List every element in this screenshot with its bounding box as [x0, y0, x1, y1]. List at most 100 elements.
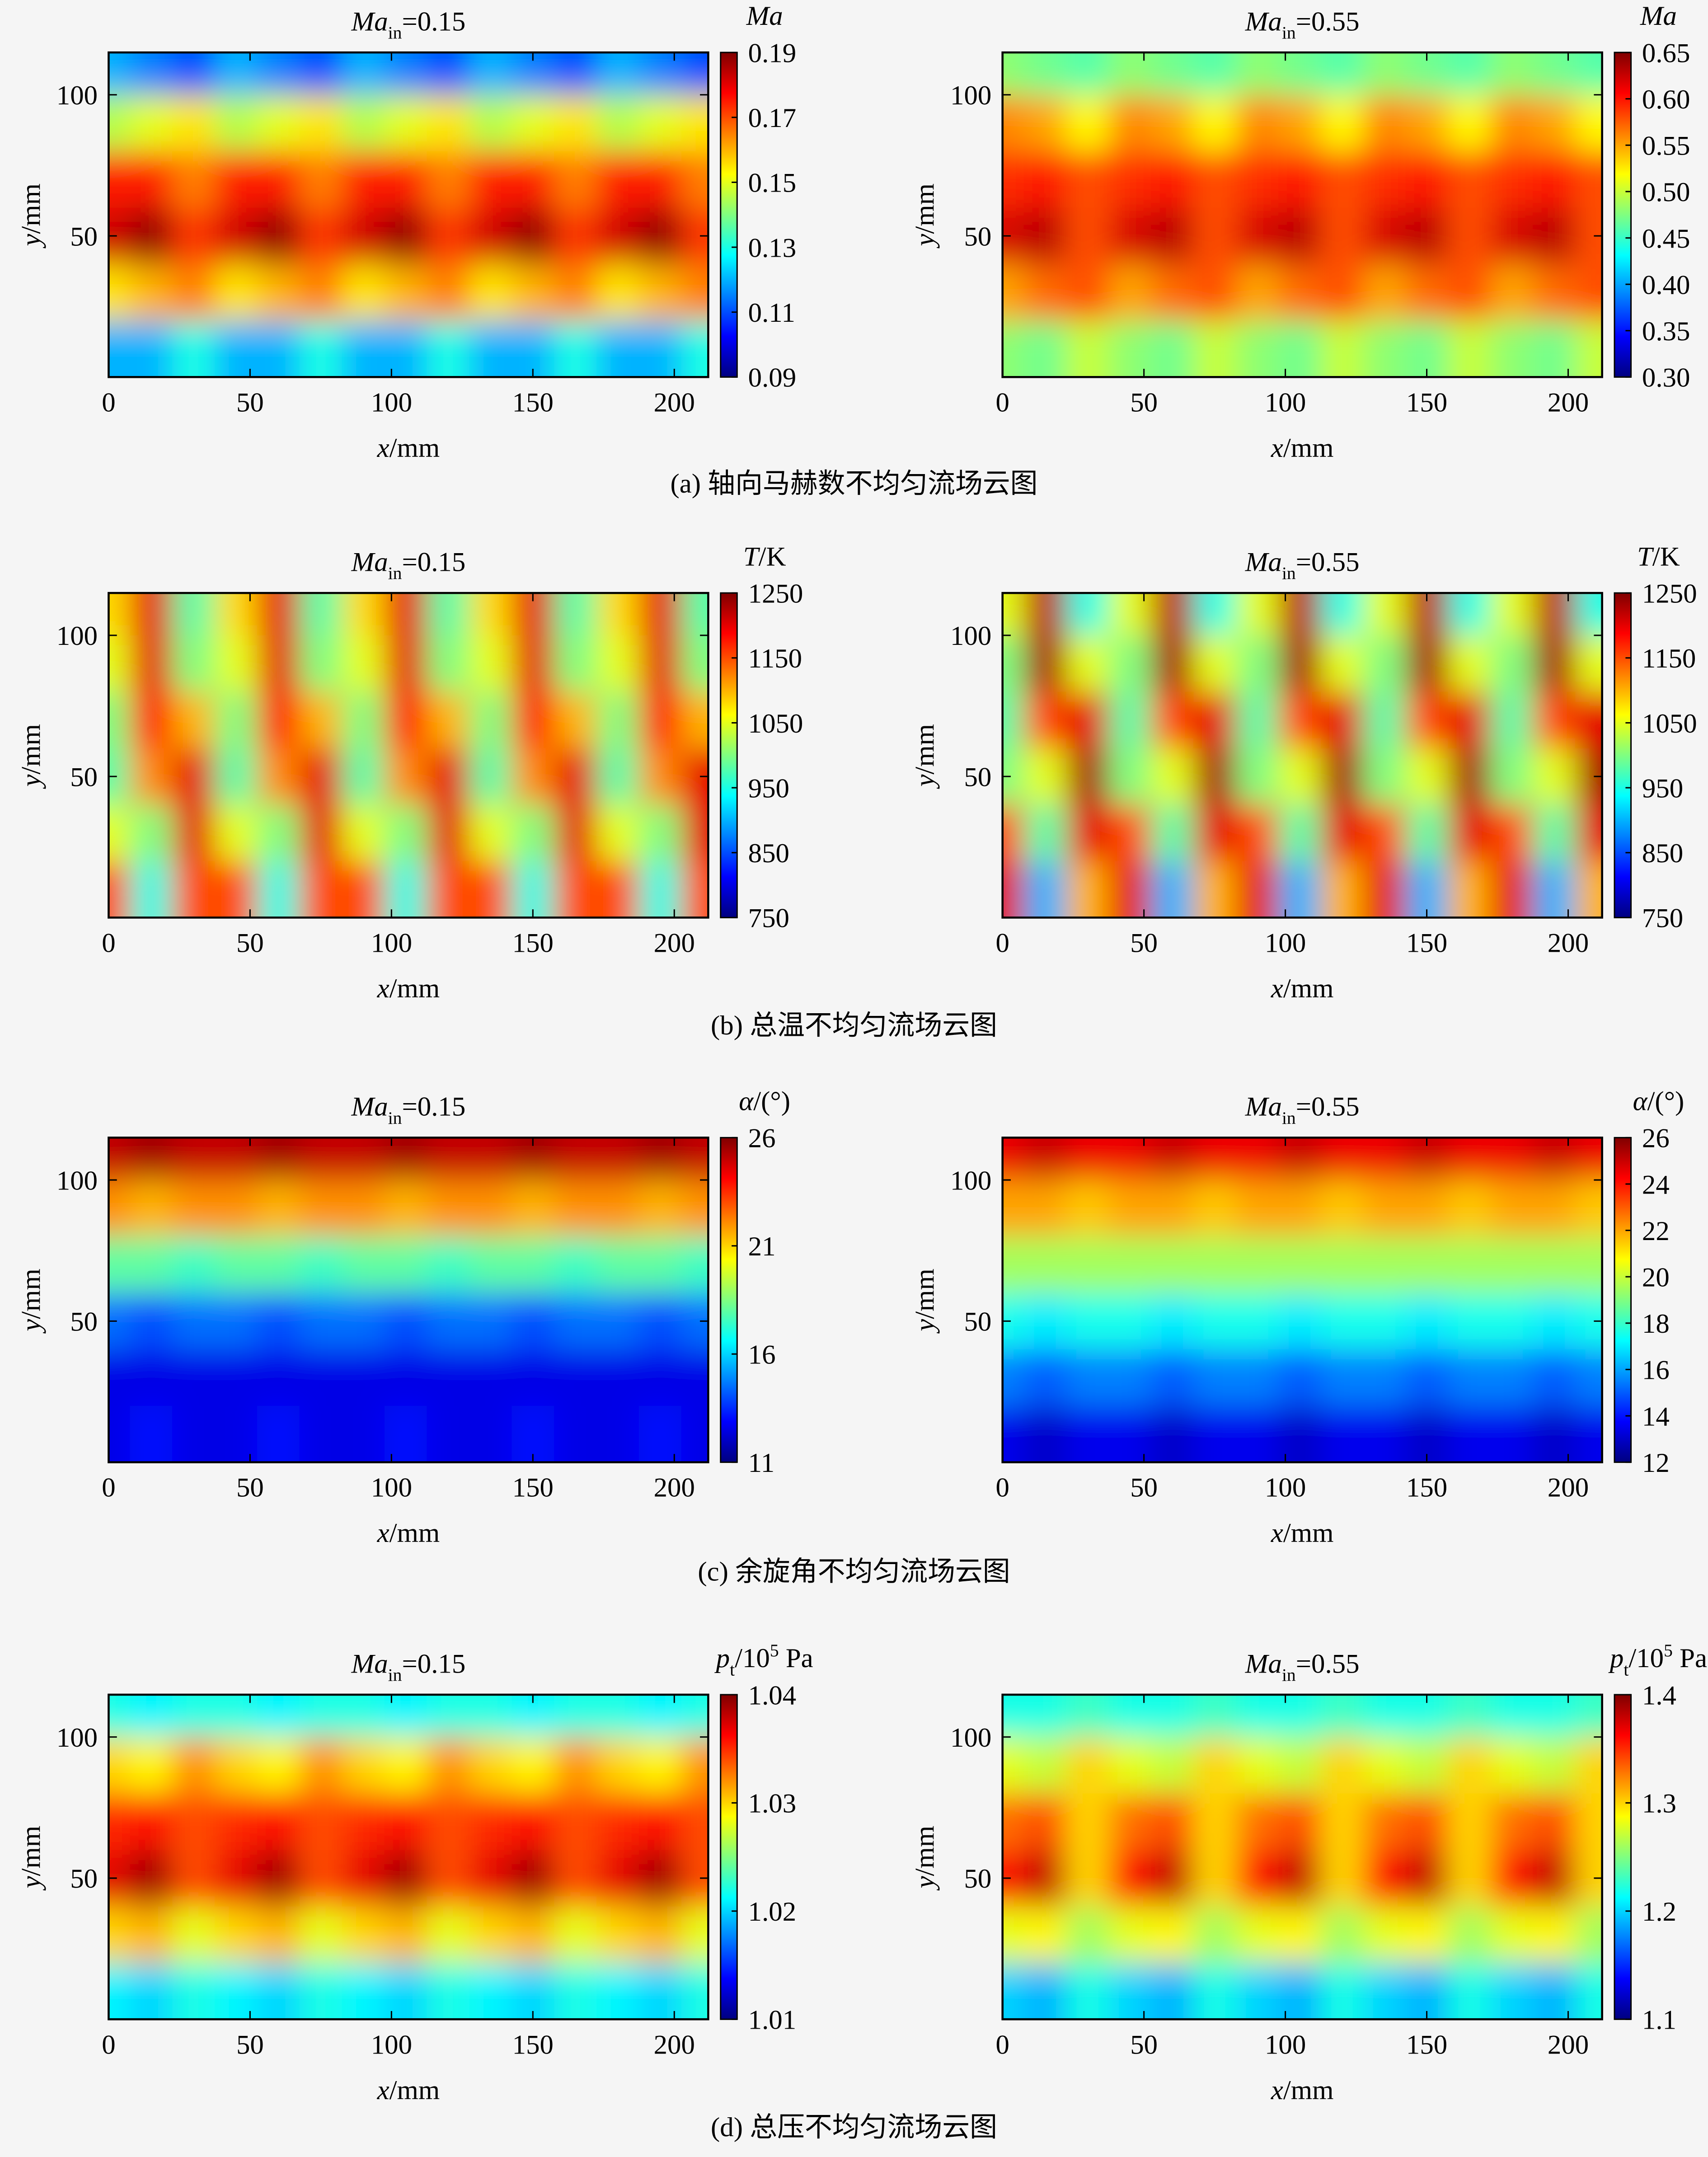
field-cell	[384, 1349, 428, 1407]
field-cell	[1448, 804, 1492, 863]
field-cell	[1533, 635, 1577, 693]
field-cell	[596, 1292, 641, 1351]
field-cell	[130, 691, 174, 750]
field-cell	[1151, 1793, 1195, 1852]
y-tick-label: 50	[70, 1864, 98, 1894]
field-cell	[554, 52, 598, 96]
field-cell	[108, 1405, 131, 1462]
field-cell	[596, 1180, 641, 1238]
field-cell	[172, 1963, 216, 2020]
field-cell	[1363, 1850, 1407, 1908]
field-cell	[342, 593, 386, 637]
field-cell	[511, 151, 556, 209]
field-cell	[1320, 635, 1365, 693]
chart-title: Main=0.15	[351, 6, 466, 42]
field-cell	[1278, 635, 1322, 693]
plot-area	[1002, 1694, 1602, 2020]
field-cell	[1002, 593, 1025, 637]
field-cell	[130, 1793, 174, 1852]
field-cell	[384, 748, 428, 806]
x-tick-label: 100	[1265, 1473, 1306, 1503]
field-cell	[342, 804, 386, 863]
chart-title-part: in	[388, 1665, 402, 1685]
colorbar-tick-label: 750	[1642, 903, 1683, 934]
field-cell	[299, 320, 343, 377]
y-axis-label-part: y	[910, 234, 940, 249]
field-cell	[469, 691, 513, 750]
field-cell	[257, 1850, 301, 1908]
field-cell	[172, 1694, 216, 1739]
field-cell	[108, 1236, 131, 1294]
field-cell	[1193, 1180, 1238, 1238]
field-cell	[681, 1906, 709, 1964]
field-cell	[342, 1405, 386, 1462]
x-tick-label: 0	[995, 1473, 1009, 1503]
field-cell	[1151, 1236, 1195, 1294]
field-cell	[257, 94, 301, 153]
field-cell	[299, 52, 343, 96]
field-cell	[427, 1906, 471, 1964]
figure-caption: (a) 轴向马赫数不均匀流场云图	[670, 469, 1037, 499]
field-cell	[554, 94, 598, 153]
field-cell	[1490, 1137, 1534, 1182]
field-cell	[1151, 151, 1195, 209]
field-cell	[596, 804, 641, 863]
field-cell	[172, 207, 216, 266]
chart-title-part: in	[1282, 564, 1296, 583]
x-tick-label: 150	[512, 387, 554, 418]
field-cell	[1066, 1737, 1110, 1795]
field-cell	[1490, 691, 1534, 750]
field-cell	[257, 1349, 301, 1407]
field-cell	[1490, 593, 1534, 637]
field-cell	[257, 1292, 301, 1351]
field-cell	[130, 1850, 174, 1908]
plot-frame	[108, 1693, 709, 2021]
colorbar	[1614, 592, 1632, 918]
field-cell	[1066, 861, 1110, 918]
x-tick-label: 100	[371, 387, 412, 418]
field-cell	[1108, 1906, 1153, 1964]
field-cell	[1320, 1906, 1365, 1964]
colorbar-tick-label: 22	[1642, 1216, 1670, 1246]
field-cell	[596, 1906, 641, 1964]
colorbar-label-part: /K	[759, 541, 786, 572]
field-cell	[1023, 1137, 1068, 1182]
field-cell	[681, 94, 709, 153]
chart-title-part: =0.15	[402, 1649, 465, 1679]
field-cell	[469, 320, 513, 377]
field-cell	[342, 264, 386, 322]
field-cell	[469, 1405, 513, 1462]
field-cell	[1363, 1349, 1407, 1407]
colorbar-tick-label: 1.04	[748, 1680, 797, 1711]
field-cell	[1448, 635, 1492, 693]
colorbar-tick-label: 1.02	[748, 1897, 797, 1927]
colorbar-tick-label: 1.01	[748, 2005, 797, 2035]
field-cell	[1363, 593, 1407, 637]
field-cell	[511, 1963, 556, 2020]
field-cell	[1448, 1349, 1492, 1407]
field-cell	[1108, 1349, 1153, 1407]
colorbar-tick-label: 26	[748, 1123, 776, 1154]
field-cell	[1575, 1694, 1602, 1739]
field-cell	[108, 94, 131, 153]
field-cell	[108, 320, 131, 377]
field-cell	[511, 691, 556, 750]
field-cell	[511, 1850, 556, 1908]
field-cell	[1575, 861, 1602, 918]
plot-frame	[1001, 51, 1603, 378]
y-axis-label-part: /mm	[910, 1826, 940, 1876]
field-cell	[299, 593, 343, 637]
field-cell	[1066, 264, 1110, 322]
field-cell	[257, 861, 301, 918]
colorbar-label: α/(°)	[1633, 1086, 1685, 1117]
field-cell	[1575, 1180, 1602, 1238]
field-cell	[1405, 207, 1450, 266]
field-cell	[1108, 861, 1153, 918]
chart-title-part: in	[388, 23, 402, 43]
field-cell	[1151, 1906, 1195, 1964]
field-cell	[342, 320, 386, 377]
colorbar-label: α/(°)	[739, 1086, 790, 1117]
field-cell	[1002, 691, 1025, 750]
field-cell	[639, 151, 683, 209]
field-cell	[1405, 861, 1450, 918]
